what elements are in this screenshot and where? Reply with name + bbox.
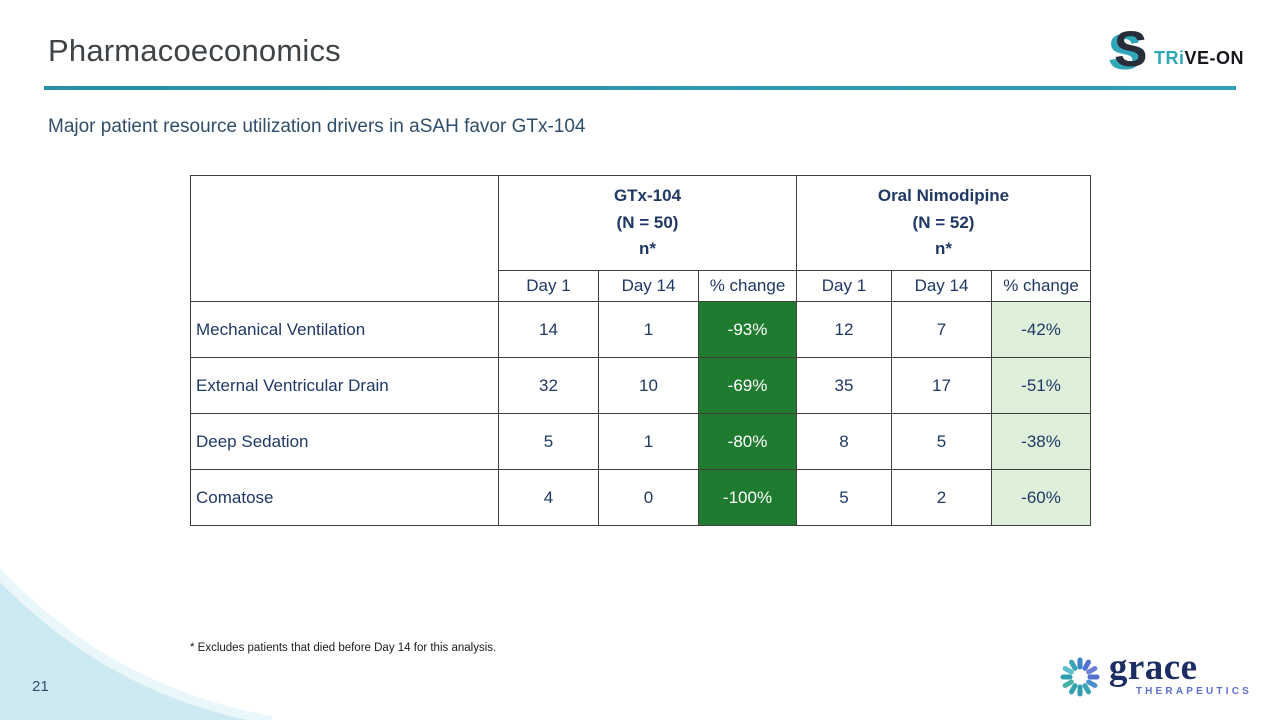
table-row: Deep Sedation 5 1 -80% 8 5 -38% [190, 413, 1091, 470]
table-cell: 14 [498, 301, 599, 358]
table-cell-gtx-change: -69% [698, 357, 797, 414]
table-cell: 1 [598, 413, 699, 470]
table-cell: 32 [498, 357, 599, 414]
table-subheader-row: Day 1 Day 14 % change Day 1 Day 14 % cha… [191, 270, 1091, 302]
table-cell: 7 [891, 301, 992, 358]
table-group-header-row: GTx-104 (N = 50) n* Oral Nimodipine (N =… [190, 175, 1091, 302]
page-title: Pharmacoeconomics [48, 33, 341, 68]
strive-on-logo-s-icon: S S [1107, 21, 1148, 80]
grace-tagline: THERAPEUTICS [1135, 686, 1252, 698]
grace-logo-text: grace THERAPEUTICS [1108, 646, 1252, 698]
column-header: Day 14 [598, 270, 699, 302]
column-header: Day 1 [796, 270, 892, 302]
column-header: % change [698, 270, 797, 302]
column-header: % change [991, 270, 1091, 302]
table-cell: 17 [891, 357, 992, 414]
table-cell: 12 [796, 301, 892, 358]
table-cell: 10 [598, 357, 699, 414]
row-label: Comatose [190, 469, 499, 526]
table-cell-gtx-change: -80% [698, 413, 797, 470]
grace-therapeutics-logo: grace THERAPEUTICS [1057, 648, 1252, 700]
table-row: Comatose 4 0 -100% 5 2 -60% [190, 469, 1091, 526]
page-number: 21 [32, 678, 49, 695]
table-cell-oral-change: -42% [991, 301, 1091, 358]
table-cell: 5 [498, 413, 599, 470]
table-cell: 5 [891, 413, 992, 470]
table-cell-oral-change: -60% [991, 469, 1091, 526]
strive-on-logo-wordmark: TRiVE-ON [1153, 48, 1244, 68]
grace-wordmark: grace [1108, 646, 1198, 688]
group-header-oral-nimodipine: Oral Nimodipine (N = 52) n* [796, 175, 1091, 271]
table-cell: 35 [796, 357, 892, 414]
footnote: * Excludes patients that died before Day… [190, 642, 497, 654]
table-cell: 0 [598, 469, 699, 526]
table-cell: 1 [598, 301, 699, 358]
table-row: External Ventricular Drain 32 10 -69% 35… [190, 357, 1091, 414]
table-cell-gtx-change: -100% [698, 469, 797, 526]
table-cell-gtx-change: -93% [698, 301, 797, 358]
row-label: Deep Sedation [190, 413, 499, 470]
column-header: Day 14 [891, 270, 992, 302]
table-cell: 2 [891, 469, 992, 526]
resource-utilization-table: GTx-104 (N = 50) n* Oral Nimodipine (N =… [190, 175, 1091, 526]
row-label: External Ventricular Drain [190, 357, 499, 414]
table-cell: 5 [796, 469, 892, 526]
strive-on-logo: S S TRiVE-ON [1107, 21, 1244, 80]
table-cell-oral-change: -51% [991, 357, 1091, 414]
group-header-gtx104: GTx-104 (N = 50) n* [498, 175, 797, 271]
grace-starburst-icon [1060, 657, 1100, 697]
table-row: Mechanical Ventilation 14 1 -93% 12 7 -4… [190, 301, 1091, 358]
row-label: Mechanical Ventilation [190, 301, 499, 358]
corner-wave-decoration [0, 568, 272, 720]
table-corner-cell [190, 175, 499, 302]
table-cell: 4 [498, 469, 599, 526]
table-cell-oral-change: -38% [991, 413, 1091, 470]
title-divider [44, 86, 1236, 90]
table-cell: 8 [796, 413, 892, 470]
column-header: Day 1 [498, 270, 599, 302]
slide-subtitle: Major patient resource utilization drive… [48, 116, 586, 137]
